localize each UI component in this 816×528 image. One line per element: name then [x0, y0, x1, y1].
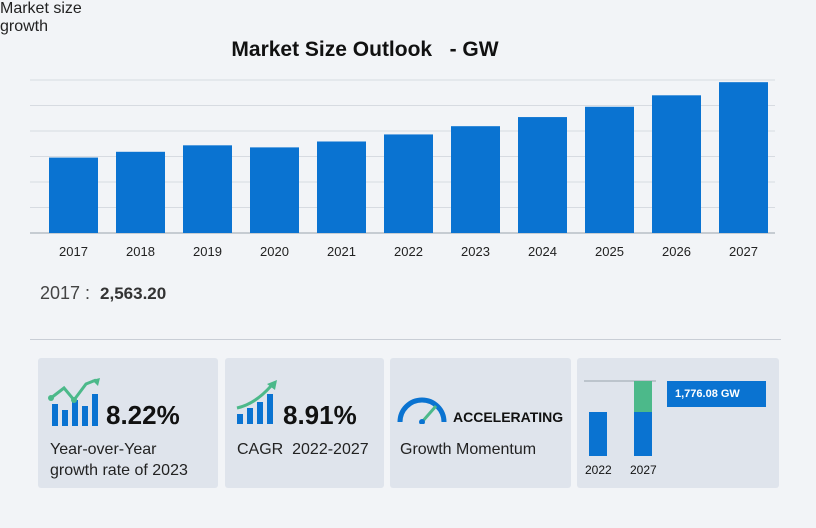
section-divider	[30, 339, 781, 340]
growth-card	[577, 358, 779, 488]
yoy-label: Year-over-Year growth rate of 2023	[50, 439, 188, 481]
bar-2020[interactable]	[250, 147, 299, 233]
mini-bar-2022	[589, 412, 607, 456]
growth-badge: 1,776.08 GW	[667, 381, 766, 407]
bar-2021[interactable]	[317, 141, 366, 233]
growth-label-line1: Market size	[0, 0, 82, 17]
bar-2023[interactable]	[451, 126, 500, 233]
cagr-value: 8.91%	[283, 400, 357, 430]
x-tick-2018: 2018	[126, 244, 155, 259]
x-tick-2022: 2022	[394, 244, 423, 259]
x-tick-2025: 2025	[595, 244, 624, 259]
growth-chart-icon	[48, 378, 100, 426]
x-tick-2021: 2021	[327, 244, 356, 259]
cagr-card: 8.91% CAGR 2022-2027	[225, 358, 384, 488]
momentum-headline: ACCELERATING	[453, 409, 564, 425]
x-axis-tick-labels: 2017 2018 2019 2020 2021 2022 2023 2024 2025 2026…	[59, 244, 758, 259]
cagr-label: CAGR 2022-2027	[237, 441, 369, 458]
x-tick-2023: 2023	[461, 244, 490, 259]
bar-2017[interactable]	[49, 157, 98, 233]
bar-2025[interactable]	[585, 106, 634, 233]
x-tick-2017: 2017	[59, 244, 88, 259]
momentum-card: ACCELERATING Growth Momentum	[390, 358, 571, 488]
rising-bars-icon	[236, 380, 277, 424]
x-tick-2019: 2019	[193, 244, 222, 259]
bar-2018[interactable]	[116, 151, 165, 233]
yoy-label-line2: growth rate of 2023	[50, 462, 188, 479]
x-tick-2024: 2024	[528, 244, 557, 259]
mini-year-2027: 2027	[630, 463, 657, 477]
chart-title: Market Size Outlook - GW	[231, 38, 499, 61]
yoy-label-line1: Year-over-Year	[50, 441, 157, 458]
x-tick-2020: 2020	[260, 244, 289, 259]
bar-2024[interactable]	[518, 117, 567, 233]
chart-bars	[49, 82, 768, 233]
x-tick-2026: 2026	[662, 244, 691, 259]
bar-2027[interactable]	[719, 82, 768, 233]
mini-year-2022: 2022	[585, 463, 612, 477]
x-tick-2027: 2027	[729, 244, 758, 259]
yoy-card: 8.22% Year-over-Year growth rate of 2023	[38, 358, 218, 488]
speedometer-icon	[397, 397, 447, 424]
mini-bar-2027-base	[634, 412, 652, 456]
bar-2022[interactable]	[384, 134, 433, 233]
selected-bar-detail: 2017 : 2,563.20	[40, 283, 166, 304]
detail-value: 2,563.20	[100, 284, 167, 303]
growth-label-line2: growth	[0, 18, 49, 35]
detail-year: 2017 :	[40, 283, 91, 303]
bar-2019[interactable]	[183, 145, 232, 233]
momentum-label: Growth Momentum	[400, 441, 537, 458]
growth-label: Market size growth	[0, 0, 816, 36]
bar-chart: 2017 2018 2019 2020 2021 2022 2023 2024 2025 2026…	[30, 79, 775, 259]
yoy-value: 8.22%	[106, 400, 180, 430]
bar-2026[interactable]	[652, 95, 701, 233]
mini-bar-2027-increment	[634, 381, 652, 412]
